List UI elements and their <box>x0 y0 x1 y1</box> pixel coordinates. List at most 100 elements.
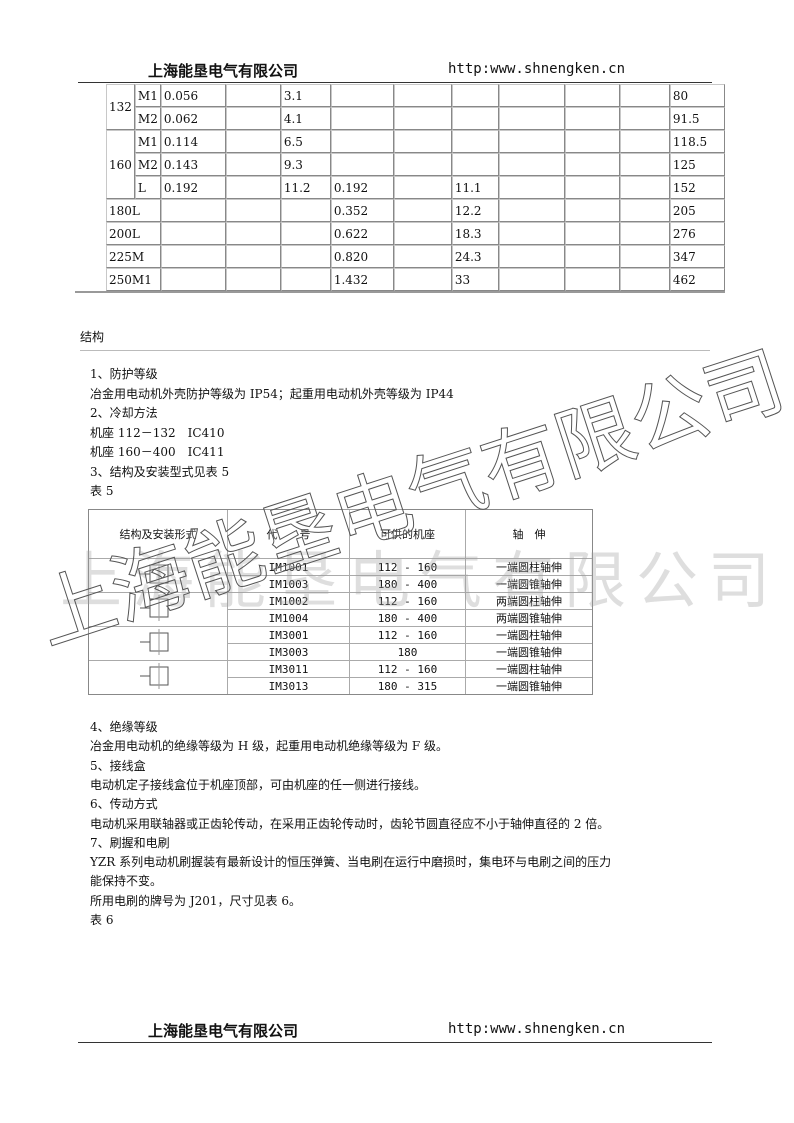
table-cell <box>280 222 331 245</box>
table-cell <box>564 176 620 199</box>
col-header: 结构及安装形式 <box>119 528 197 541</box>
table-cell: 180 - 315 <box>349 677 465 694</box>
table-cell <box>225 268 281 291</box>
section-title: 结构 <box>80 330 105 344</box>
table-cell: IM3001 <box>227 626 349 643</box>
text-line: 电动机定子接线盒位于机座顶部，可由机座的任一侧进行接线。 <box>90 777 427 792</box>
blank-cell <box>75 130 106 153</box>
table-cell <box>498 107 565 130</box>
text-line: 4、绝缘等级 <box>90 720 158 734</box>
blank-cell <box>75 245 106 268</box>
table-cell: 0.143 <box>160 153 226 176</box>
table-cell <box>225 176 281 199</box>
table-cell: 112 - 160 <box>349 592 465 609</box>
text-line: 1、防护等级 <box>90 367 158 381</box>
table-cell: 一端圆锥轴伸 <box>465 677 592 694</box>
table-cell <box>225 199 281 222</box>
table-cell: 112 - 160 <box>349 558 465 575</box>
table-cell <box>330 130 394 153</box>
table-cell: 4.1 <box>280 107 331 130</box>
table-row: IM1003 180 - 400 一端圆锥轴伸 <box>89 575 592 592</box>
table-cell: 125 <box>669 153 725 176</box>
table-cell: 3.1 <box>280 84 331 107</box>
table-cell: 一端圆柱轴伸 <box>465 558 592 575</box>
table-cell <box>498 130 565 153</box>
table-cell <box>498 222 565 245</box>
table-cell: L <box>134 176 161 199</box>
table-cell <box>280 245 331 268</box>
table-cell <box>330 107 394 130</box>
table-cell: 0.192 <box>160 176 226 199</box>
table-cell: 18.3 <box>451 222 499 245</box>
table-row: 225M 0.820 24.3 347 <box>75 245 725 268</box>
table-cell <box>451 84 499 107</box>
table-cell: 一端圆柱轴伸 <box>465 626 592 643</box>
blank-cell <box>75 153 106 176</box>
text-line: 电动机采用联轴器或正齿轮传动，在采用正齿轮传动时，齿轮节圆直径应不小于轴伸直径的… <box>90 816 610 831</box>
table-cell <box>393 84 452 107</box>
table-cell <box>160 268 226 291</box>
table-cell: IM1004 <box>227 609 349 626</box>
frame-cell: 132 <box>106 84 135 130</box>
table-cell <box>564 84 620 107</box>
table-cell <box>451 153 499 176</box>
table-row: 180L 0.352 12.2 205 <box>75 199 725 222</box>
table-cell: M2 <box>134 153 161 176</box>
table-cell <box>225 84 281 107</box>
text-line: 机座 160－400 IC411 <box>90 445 225 459</box>
table-cell: 24.3 <box>451 245 499 268</box>
table-cell <box>564 199 620 222</box>
table-cell: IM1001 <box>227 558 349 575</box>
table-cell: 0.062 <box>160 107 226 130</box>
blank-cell <box>75 176 106 199</box>
frame-cell: 225M <box>106 245 161 268</box>
table-cell <box>160 222 226 245</box>
table-cell <box>564 268 620 291</box>
table-cell <box>619 130 670 153</box>
table-cell: IM1002 <box>227 592 349 609</box>
table-cell: 11.1 <box>451 176 499 199</box>
table-cell <box>564 130 620 153</box>
company-name: 上海能垦电气有限公司 <box>148 62 299 80</box>
table-row: IM3013 180 - 315 一端圆锥轴伸 <box>89 677 592 694</box>
table-cell <box>393 107 452 130</box>
table-cell: 205 <box>669 199 725 222</box>
table-cell: 12.2 <box>451 199 499 222</box>
col-header: 轴 伸 <box>465 510 592 558</box>
table-cell <box>451 107 499 130</box>
table-cell: IM3003 <box>227 643 349 660</box>
table-5: 结构及安装形式 代 号 可供的机座 轴 伸 IM1001 112 - 160 一端圆… <box>88 509 593 695</box>
table-cell: 0.056 <box>160 84 226 107</box>
table-cell: IM1003 <box>227 575 349 592</box>
table-cell <box>619 268 670 291</box>
text-line: 6、传动方式 <box>90 797 158 812</box>
table-cell: 11.2 <box>280 176 331 199</box>
table-cell: 33 <box>451 268 499 291</box>
table-row: 132 M1 0.056 3.1 80 <box>75 84 725 130</box>
table-cell <box>225 153 281 176</box>
table-cell: IM3013 <box>227 677 349 694</box>
table-row: IM3011 112 - 160 一端圆柱轴伸 <box>89 660 592 689</box>
table-cell <box>498 268 565 291</box>
table-cell <box>498 199 565 222</box>
table-row: M2 0.062 4.1 91.5 <box>75 107 725 130</box>
table-cell: 180 <box>349 643 465 660</box>
table-cell: 91.5 <box>669 107 725 130</box>
text-line: 5、接线盒 <box>90 758 146 773</box>
table-cell <box>393 199 452 222</box>
col-header: 代 号 <box>227 510 349 558</box>
table-row: IM1001 112 - 160 一端圆柱轴伸 <box>89 558 592 587</box>
table-cell: 1.432 <box>330 268 394 291</box>
table-cell: 112 - 160 <box>349 660 465 677</box>
table-cell: 0.622 <box>330 222 394 245</box>
table-cell: M1 <box>134 84 161 107</box>
table-row: IM3001 112 - 160 一端圆柱轴伸 <box>89 626 592 655</box>
table-cell <box>330 84 394 107</box>
spec-table: 132 M1 0.056 3.1 80 M2 0.062 4.1 91.5 160 M1 0.114 6… <box>75 84 725 293</box>
table-cell <box>225 130 281 153</box>
table-cell <box>451 130 499 153</box>
table-cell <box>619 176 670 199</box>
table-cell: 347 <box>669 245 725 268</box>
blank-cell <box>75 222 106 245</box>
table-row: M2 0.143 9.3 125 <box>75 153 725 176</box>
